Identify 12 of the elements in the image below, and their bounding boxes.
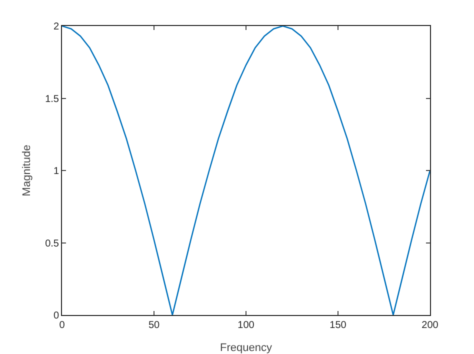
y-tick-label: 2 bbox=[53, 22, 60, 32]
x-tick-label: 100 bbox=[238, 320, 255, 331]
y-tick-label: 1.5 bbox=[45, 94, 60, 105]
y-tick-label: 0.5 bbox=[45, 238, 60, 250]
y-axis-title: Magnitude bbox=[21, 144, 33, 196]
x-tick-label: 200 bbox=[422, 320, 439, 331]
x-axis-title: Frequency bbox=[220, 342, 272, 354]
line-series bbox=[62, 26, 430, 315]
x-tick-label: 50 bbox=[148, 320, 160, 331]
y-tick-label: 1 bbox=[53, 166, 60, 177]
x-tick-label: 150 bbox=[330, 320, 347, 331]
y-tick-label: 0 bbox=[53, 310, 60, 322]
